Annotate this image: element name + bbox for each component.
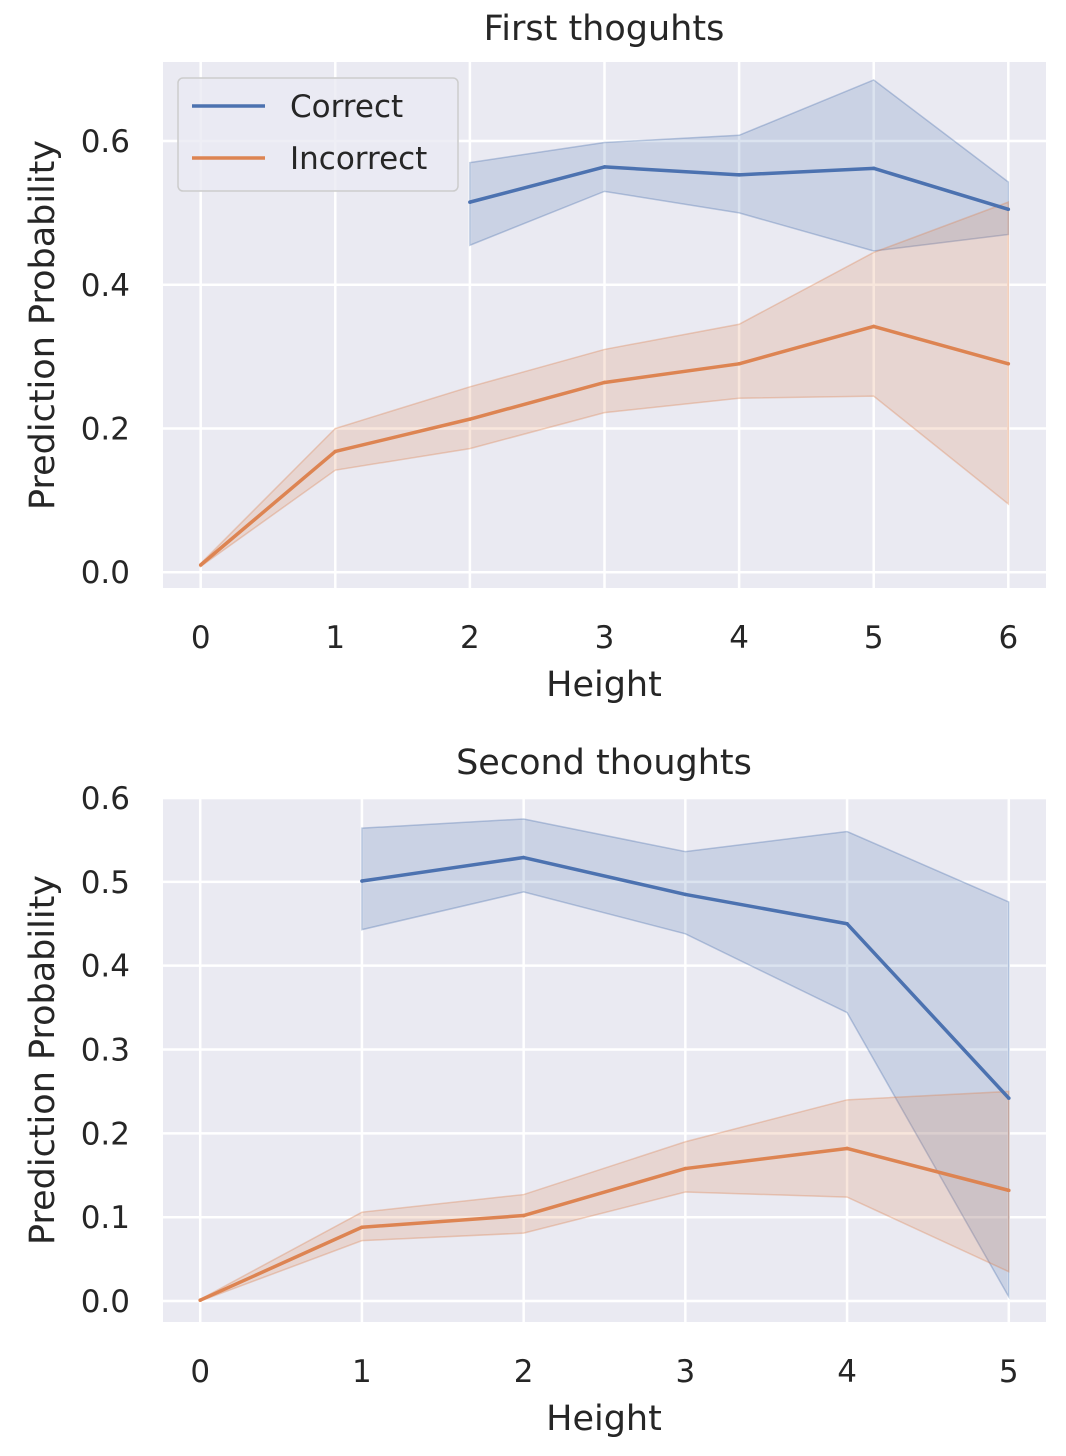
x-tick-label: 6: [998, 620, 1018, 656]
y-tick-label: 0.4: [81, 268, 130, 304]
data-point-correct: [737, 173, 741, 177]
series-lines: [198, 855, 1011, 1303]
x-tick-label: 5: [999, 1354, 1019, 1390]
data-point-incorrect: [360, 1225, 364, 1230]
x-tick-label: 0: [190, 1354, 210, 1390]
data-point-correct: [683, 892, 688, 897]
y-tick-label: 0.3: [81, 1033, 130, 1069]
y-tick-label: 0.2: [81, 411, 130, 447]
data-point-correct: [845, 921, 849, 926]
x-tick-label: 4: [837, 1354, 857, 1390]
chart-title: Second thoughts: [456, 743, 752, 783]
x-tick-label: 2: [514, 1354, 534, 1390]
confidence-band-incorrect: [199, 1090, 1010, 1303]
y-tick-label: 0.6: [81, 124, 130, 160]
y-axis-label: Prediction Probability: [23, 875, 63, 1245]
legend: Correct Incorrect: [177, 77, 459, 192]
x-tick-label: 1: [352, 1354, 372, 1390]
grid-lines: [163, 796, 1046, 1322]
chart-panel-second-thoughts: 0 1 2 3 4 5 0.0 0.1 0.2 0.3 0.4 0.5 0.6 Second thou…: [23, 743, 1046, 1439]
x-tick-label: 5: [864, 620, 884, 656]
data-point-incorrect: [737, 362, 741, 366]
series-line-incorrect: [199, 1146, 1010, 1302]
data-point-correct: [602, 165, 607, 169]
data-point-correct: [1006, 207, 1011, 212]
x-tick-label: 1: [325, 620, 345, 656]
x-tick-labels: 0 1 2 3 4 5 6: [191, 620, 1018, 656]
chart-panel-first-thoughts: 0 1 2 3 4 5 6 0.0 0.2 0.4 0.6 First thoguhts Heig…: [23, 9, 1046, 705]
x-tick-label: 0: [191, 620, 211, 656]
y-tick-label: 0.5: [81, 865, 130, 901]
data-point-correct: [521, 855, 526, 860]
y-tick-labels: 0.0 0.2 0.4 0.6: [81, 124, 130, 591]
confidence-band-correct: [361, 818, 1010, 1300]
legend-label-correct: Correct: [290, 89, 403, 125]
grid-lines: [163, 62, 1046, 588]
y-tick-labels: 0.0 0.1 0.2 0.3 0.4 0.5 0.6: [81, 781, 130, 1320]
data-point-incorrect: [468, 417, 472, 421]
y-tick-label: 0.0: [81, 1284, 130, 1320]
data-point-incorrect: [602, 380, 607, 385]
series-lines: [198, 165, 1011, 567]
data-point-incorrect: [198, 1298, 202, 1303]
data-point-incorrect: [521, 1213, 526, 1218]
chart-title: First thoguhts: [484, 9, 725, 49]
data-point-incorrect: [198, 563, 203, 567]
data-point-incorrect: [1006, 362, 1011, 366]
data-point-correct: [360, 879, 364, 883]
x-tick-label: 4: [729, 620, 749, 656]
x-axis-label: Height: [546, 1399, 662, 1439]
data-point-incorrect: [1007, 1188, 1011, 1193]
x-tick-label: 3: [675, 1354, 695, 1390]
confidence-band-correct: [469, 79, 1010, 252]
data-point-correct: [1007, 1096, 1011, 1100]
y-tick-label: 0.0: [81, 555, 130, 591]
x-axis-label: Height: [546, 665, 662, 705]
data-point-correct: [871, 166, 876, 171]
y-tick-label: 0.1: [81, 1200, 130, 1236]
x-tick-label: 2: [460, 620, 480, 656]
data-point-incorrect: [871, 324, 876, 329]
confidence-bands: [199, 818, 1010, 1303]
y-tick-label: 0.4: [81, 949, 130, 985]
x-tick-label: 3: [595, 620, 615, 656]
y-tick-label: 0.2: [81, 1116, 130, 1152]
data-point-correct: [468, 200, 472, 204]
legend-label-incorrect: Incorrect: [290, 141, 427, 177]
y-axis-label: Prediction Probability: [23, 140, 63, 510]
plot-area: [163, 798, 1046, 1322]
data-point-incorrect: [683, 1166, 688, 1171]
x-tick-labels: 0 1 2 3 4 5: [190, 1354, 1018, 1390]
data-point-incorrect: [845, 1146, 849, 1151]
y-tick-label: 0.6: [81, 781, 130, 817]
data-point-incorrect: [333, 449, 338, 454]
